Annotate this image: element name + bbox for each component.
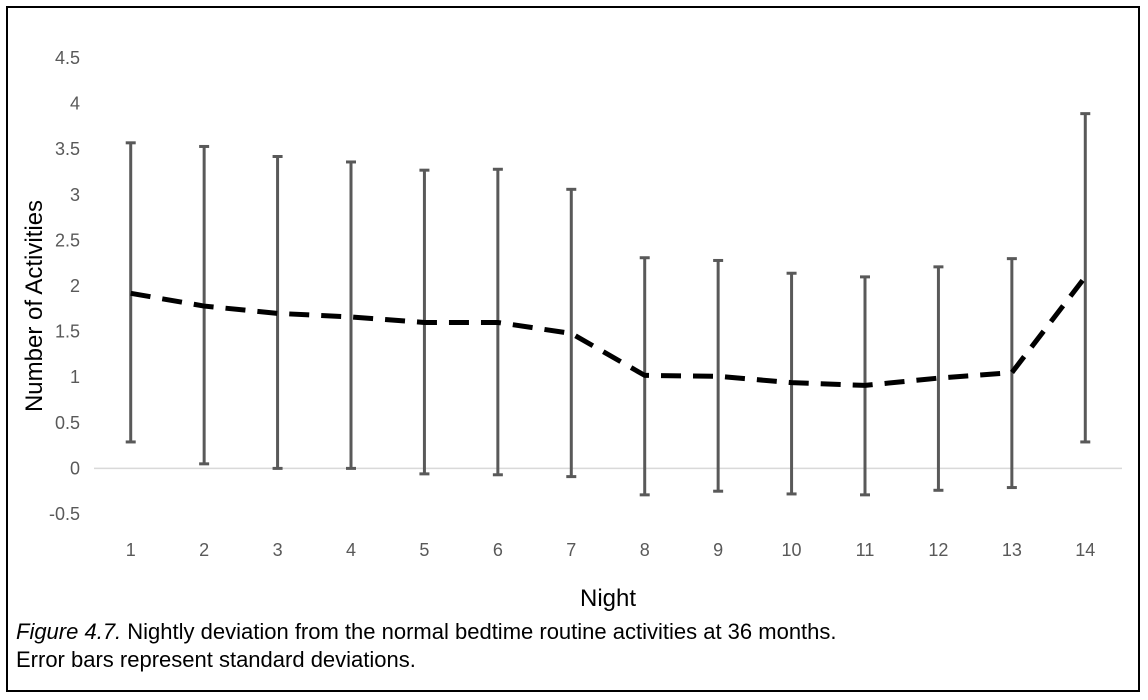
error-bar: [933, 265, 944, 492]
x-tick-label: 8: [640, 540, 650, 560]
error-bar: [272, 154, 283, 470]
y-tick-label: 3: [70, 185, 80, 205]
y-tick-label: 4.5: [55, 48, 80, 68]
y-tick-label: 0: [70, 458, 80, 478]
y-tick-label: 0.5: [55, 413, 80, 433]
error-bar: [1080, 112, 1091, 444]
x-tick-label: 7: [566, 540, 576, 560]
x-tick-label: 5: [419, 540, 429, 560]
caption-text-line2: Error bars represent standard deviations…: [16, 647, 416, 672]
x-tick-label: 12: [928, 540, 948, 560]
error-bar: [566, 187, 577, 479]
caption-label: Figure 4.7.: [16, 619, 122, 644]
x-tick-label: 3: [273, 540, 283, 560]
x-tick-label: 9: [713, 540, 723, 560]
error-bar: [125, 141, 136, 444]
x-tick-label: 6: [493, 540, 503, 560]
caption-text-line1: Nightly deviation from the normal bedtim…: [121, 619, 837, 644]
y-tick-label: -0.5: [49, 504, 80, 524]
x-tick-label: 4: [346, 540, 356, 560]
x-tick-label: 13: [1002, 540, 1022, 560]
error-bar: [713, 258, 724, 493]
y-tick-label: 3.5: [55, 139, 80, 159]
y-tick-label: 2.5: [55, 230, 80, 250]
figure-caption: Figure 4.7. Nightly deviation from the n…: [16, 618, 1126, 674]
series-line: [130, 275, 1088, 388]
x-tick-label: 1: [126, 540, 136, 560]
figure-frame: [6, 6, 1140, 692]
x-tick-label: 11: [856, 540, 875, 560]
error-bar: [346, 160, 356, 470]
y-tick-label: 1: [70, 367, 80, 387]
error-bar: [1006, 257, 1017, 490]
x-axis-title: Night: [580, 585, 636, 612]
y-tick-label: 2: [70, 276, 80, 296]
x-tick-label: 2: [199, 540, 209, 560]
x-tick-label: 10: [782, 540, 802, 560]
y-tick-label: 1.5: [55, 322, 80, 342]
x-tick-label: 14: [1075, 540, 1095, 560]
y-axis-title: Number of Activities: [21, 200, 48, 412]
y-tick-label: 4: [70, 94, 80, 114]
